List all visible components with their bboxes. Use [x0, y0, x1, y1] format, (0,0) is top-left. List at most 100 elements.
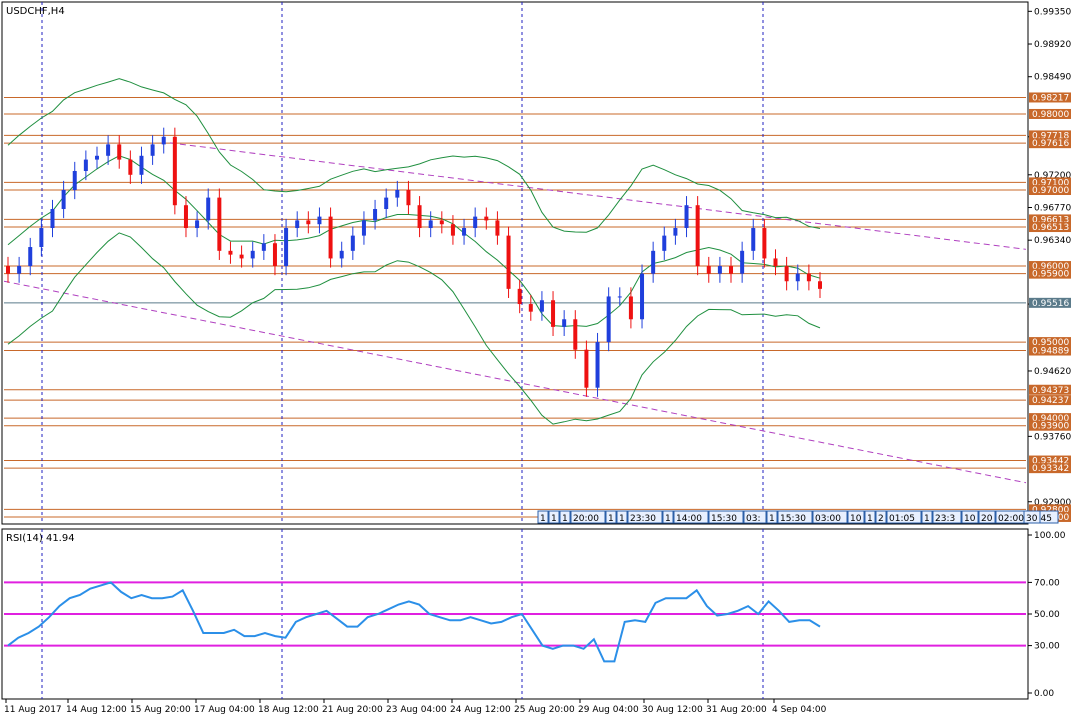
level-label-box [1029, 214, 1071, 225]
time-badge-box [627, 510, 663, 524]
level-label-box [1029, 420, 1071, 431]
candle-body [161, 136, 166, 145]
time-badge-text: 20 [981, 514, 993, 524]
level-label-box [1029, 92, 1071, 103]
candle-body [573, 319, 578, 350]
level-label-text: 0.98217 [1032, 93, 1069, 103]
time-badge-box [537, 510, 549, 524]
candle-body [384, 197, 389, 210]
level-label-text: 0.95516 [1032, 299, 1069, 309]
time-tick-label: 15 Aug 20:00 [130, 705, 191, 715]
time-badge-box [616, 510, 628, 524]
channel-lower [3, 280, 1027, 484]
rsi-label: RSI(14) 41.94 [6, 533, 75, 544]
candle-body [673, 228, 678, 236]
time-tick-label: 4 Sep 04:00 [772, 705, 827, 715]
candle-body [350, 235, 355, 251]
rsi-line [7, 581, 821, 663]
price-tick-label: 0.93760 [1034, 432, 1071, 442]
level-label-box [1029, 138, 1071, 149]
level-label-text: 0.95000 [1032, 338, 1069, 348]
time-badge-box [605, 510, 617, 524]
level-label-text: 0.93900 [1032, 422, 1069, 432]
level-label-box [1029, 395, 1071, 406]
time-badge-box [847, 510, 865, 524]
time-tick-label: 23 Aug 04:00 [386, 705, 447, 715]
time-tick-label: 30 Aug 12:00 [642, 705, 703, 715]
price-axis: 0.993500.989200.984900.977000.972000.967… [1028, 7, 1071, 508]
level-label-box [1029, 185, 1071, 196]
level-label-text: 0.97718 [1032, 131, 1069, 141]
level-label-box [1029, 463, 1071, 474]
rsi-tick-label: 70.00 [1034, 578, 1060, 588]
level-label-box [1029, 177, 1071, 188]
candle-body [195, 220, 200, 229]
rsi-tick-label: 0.00 [1034, 689, 1054, 699]
level-label-text: 0.96513 [1032, 223, 1069, 233]
time-badge-text: 1 [867, 514, 873, 524]
level-label-box [1029, 413, 1071, 424]
time-tick-label: 11 Aug 2017 [4, 705, 62, 715]
candle-body [128, 159, 133, 175]
band-lower [7, 232, 821, 425]
time-badge-box [961, 510, 979, 524]
candle-body [417, 205, 422, 229]
candle-body [239, 254, 244, 259]
price-tick-label: 0.92900 [1034, 498, 1071, 508]
candle-body [217, 197, 222, 251]
candle-body [628, 296, 633, 320]
candle-body [117, 144, 122, 160]
candle-body [795, 273, 800, 282]
time-badge-box [548, 510, 560, 524]
level-label-text: 0.97100 [1032, 178, 1069, 188]
time-badge-box [662, 510, 674, 524]
candle-body [83, 159, 88, 171]
time-badge-text: 02:00 [998, 514, 1024, 524]
candle-body [406, 190, 411, 206]
level-label-box [1029, 337, 1071, 348]
time-badge-text: 20:00 [573, 514, 599, 524]
time-badge-text: 03: [746, 514, 760, 524]
candle-body [495, 220, 500, 236]
level-label-box [1029, 455, 1071, 466]
candle-body [784, 266, 789, 282]
time-tick-label: 31 Aug 20:00 [706, 705, 767, 715]
rsi-tick-label: 30.00 [1034, 642, 1060, 652]
time-badge-box [673, 510, 709, 524]
level-label-text: 0.97000 [1032, 186, 1069, 196]
candle-body [651, 250, 656, 274]
candle-body [317, 216, 322, 225]
candle-body [106, 144, 111, 156]
time-badge-box [886, 510, 922, 524]
rsi-tick-label: 50.00 [1034, 610, 1060, 620]
candle-body [729, 266, 734, 274]
candle-body [717, 266, 722, 274]
candle-body [751, 228, 756, 251]
candle-body [150, 144, 155, 156]
price-tick-label: 0.98490 [1034, 73, 1071, 83]
time-badge-box [1023, 510, 1041, 524]
candle-body [740, 250, 745, 274]
candle-body [462, 228, 467, 236]
time-badge-box [766, 510, 778, 524]
candle-body [328, 216, 333, 259]
time-badge-text: 1 [608, 514, 614, 524]
time-badge-text: 10 [964, 514, 976, 524]
candle-body [295, 220, 300, 229]
level-label-box [1029, 108, 1071, 119]
candle-body [72, 170, 77, 191]
time-badge-box [864, 510, 876, 524]
level-label-text: 0.94373 [1032, 386, 1069, 396]
candle-body [339, 250, 344, 259]
candle-body [617, 296, 622, 298]
level-label-text: 0.96000 [1032, 262, 1069, 272]
time-badge-box [978, 510, 996, 524]
candle-body [818, 281, 822, 289]
rsi-tick-label: 100.00 [1034, 531, 1066, 541]
time-tick-label: 29 Aug 04:00 [578, 705, 639, 715]
level-label-text: 0.97616 [1032, 139, 1069, 149]
time-badge-text: 1 [551, 514, 557, 524]
time-badge-text: 03:00 [815, 514, 841, 524]
